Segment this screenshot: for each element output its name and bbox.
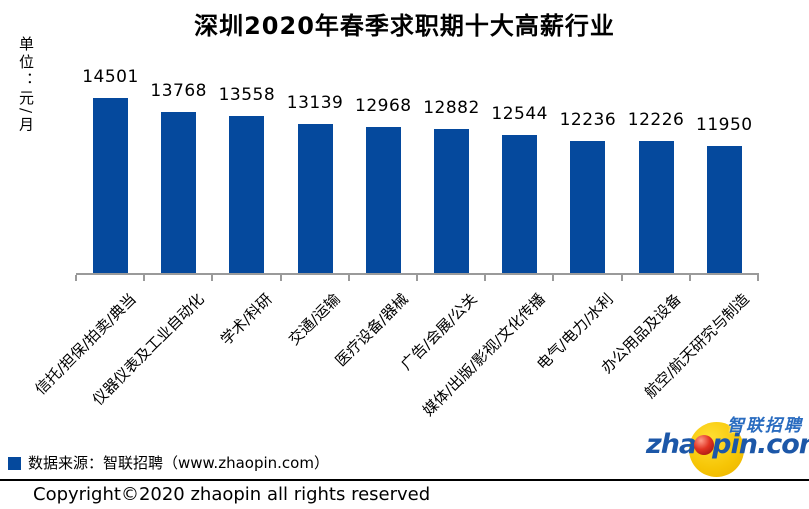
x-axis-tick — [211, 275, 214, 281]
bar — [365, 127, 401, 273]
bar-value-label: 14501 — [82, 67, 139, 87]
bar-value-label: 11950 — [696, 115, 753, 135]
x-axis-tick — [757, 275, 759, 281]
bar — [93, 98, 128, 273]
bar-value-label: 12544 — [491, 104, 548, 124]
data-source-text: 数据来源：智联招聘（www.zhaopin.com） — [28, 454, 329, 472]
x-axis-tick — [416, 275, 418, 281]
bar — [229, 116, 265, 273]
x-axis-tick — [552, 275, 555, 281]
logo-red-ball-icon — [694, 435, 715, 455]
bar-value-label: 12226 — [627, 110, 685, 130]
x-axis-tick — [688, 275, 691, 281]
bar-value-label: 13139 — [286, 93, 344, 113]
zhaopin-logo: 智联招聘 zha pin.com — [640, 408, 809, 480]
bar — [706, 146, 742, 273]
logo-en-suffix: pin.com — [712, 429, 809, 460]
logo-cn-text: 智联招聘 — [727, 416, 803, 436]
x-axis-tick — [347, 275, 350, 281]
bar — [638, 141, 674, 273]
logo-en-text: zha pin.com — [646, 429, 809, 460]
x-axis-tick — [484, 275, 487, 281]
bar-value-label: 13768 — [150, 81, 207, 101]
x-axis-tick — [279, 275, 282, 281]
x-axis-tick — [143, 275, 146, 281]
bar — [297, 124, 333, 273]
logo-en-prefix: zha — [646, 429, 697, 460]
x-axis-line — [76, 273, 759, 275]
legend-marker-square — [8, 457, 21, 470]
bar-value-label: 12882 — [423, 98, 480, 118]
x-axis-tick — [620, 275, 623, 281]
chart-title: 深圳2020年春季求职期十大高薪行业 — [194, 12, 615, 40]
bar — [434, 129, 469, 273]
y-axis-unit-label: 单位：元/月 — [17, 36, 35, 135]
bar — [161, 112, 197, 273]
bar-value-label: 12968 — [355, 96, 412, 116]
bar-value-label: 12236 — [559, 110, 617, 130]
bar-value-label: 13558 — [218, 85, 276, 105]
footer-divider-line — [0, 479, 809, 481]
x-axis-tick — [75, 275, 77, 281]
bar — [502, 135, 538, 273]
copyright-text: Copyright©2020 zhaopin all rights reserv… — [33, 484, 431, 505]
bar — [570, 141, 606, 273]
